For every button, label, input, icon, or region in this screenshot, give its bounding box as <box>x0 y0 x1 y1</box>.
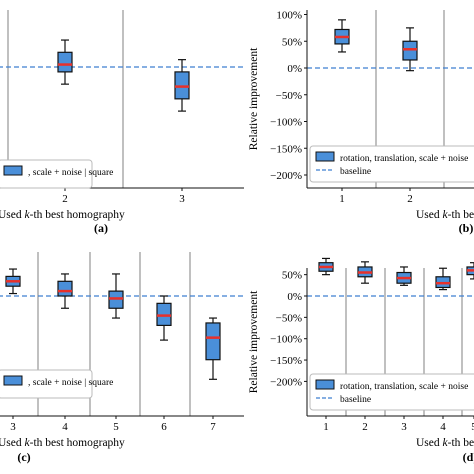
y-tick-label: −50% <box>276 90 302 102</box>
box-4 <box>57 273 73 309</box>
box-1 <box>334 19 350 53</box>
y-tick-label: 0% <box>287 291 302 303</box>
x-axis-label: Used k-th be <box>416 437 474 449</box>
y-tick-label: −50% <box>276 312 302 324</box>
box-3 <box>5 268 21 295</box>
chart-panel-4: 50% 0% −50% −100% −150% −200% 1 2 3 4 5 Used k-th b… <box>248 257 474 464</box>
box-iqr <box>205 322 221 361</box>
box-iqr <box>57 280 73 297</box>
box-2 <box>402 27 418 72</box>
legend-label: , scale + noise | square <box>28 168 113 178</box>
legend-frame <box>0 369 93 399</box>
x-axis-label: Used k-th be <box>416 209 474 221</box>
box-iqr <box>57 51 73 73</box>
box-3 <box>174 59 190 112</box>
legend: , scale + noise | square <box>0 159 113 189</box>
x-tick-label: 2 <box>407 193 413 205</box>
y-tick-label: 50% <box>282 270 302 282</box>
x-axis-label: Used k-th best homography <box>0 209 125 221</box>
x-tick-label: 3 <box>179 193 185 205</box>
legend-frame <box>309 373 474 411</box>
y-tick-label: 100% <box>276 10 302 22</box>
box-iqr <box>402 40 418 61</box>
legend-label: , scale + noise | square <box>28 378 113 388</box>
x-axis-label: Used k-th best homography <box>0 437 125 449</box>
y-tick-label: 50% <box>282 36 302 48</box>
legend: rotation, translation, scale + noise base… <box>309 373 474 411</box>
x-tick-label: 1 <box>339 193 345 205</box>
y-tick-label: −200% <box>270 170 302 182</box>
panel-label: (b) <box>459 221 474 235</box>
chart-panel-3: 3 4 5 6 7 Used k-th best homography(c) , scale… <box>0 252 244 464</box>
box-5 <box>466 262 474 280</box>
x-tick-label: 2 <box>62 193 68 205</box>
x-tick-label: 4 <box>62 421 68 433</box>
legend: rotation, translation, scale + noise base… <box>309 145 474 183</box>
legend-label: baseline <box>340 167 371 177</box>
box-2 <box>57 39 73 85</box>
legend-box-swatch <box>315 379 335 390</box>
legend: , scale + noise | square <box>0 369 113 399</box>
legend-frame <box>0 159 93 189</box>
legend-box-swatch <box>3 375 23 386</box>
legend-box-swatch <box>3 165 23 176</box>
y-axis-label: Relative improvement <box>248 290 260 393</box>
box-6 <box>156 295 172 341</box>
panel-label: (c) <box>17 450 30 464</box>
box-3 <box>396 266 412 286</box>
y-axis-label: Relative improvement <box>248 47 260 150</box>
box-7 <box>205 317 221 380</box>
legend-box-swatch <box>315 151 335 162</box>
x-tick-label: 1 <box>323 421 329 433</box>
y-tick-label: −100% <box>270 334 302 346</box>
x-tick-label: 5 <box>471 421 474 433</box>
y-tick-label: −100% <box>270 117 302 129</box>
legend-frame <box>309 145 474 183</box>
box-1 <box>318 257 334 276</box>
x-tick-label: 6 <box>161 421 167 433</box>
x-tick-label: 5 <box>113 421 119 433</box>
x-tick-label: 7 <box>210 421 216 433</box>
box-2 <box>357 261 373 284</box>
x-tick-label: 2 <box>362 421 368 433</box>
y-tick-label: −200% <box>270 376 302 388</box>
chart-panel-1: 2 3 Used k-th best homography(a) , scale + … <box>0 10 244 235</box>
panel-label: (d) <box>463 450 474 464</box>
box-5 <box>108 273 124 319</box>
legend-label: rotation, translation, scale + noise <box>340 382 468 392</box>
panel-label: (a) <box>94 221 108 235</box>
legend-label: rotation, translation, scale + noise <box>340 154 468 164</box>
y-tick-label: −150% <box>270 355 302 367</box>
box-4 <box>435 267 451 291</box>
x-tick-label: 4 <box>440 421 446 433</box>
y-tick-label: 0% <box>287 63 302 75</box>
x-tick-label: 3 <box>10 421 16 433</box>
y-tick-label: −150% <box>270 143 302 155</box>
legend-label: baseline <box>340 395 371 405</box>
x-tick-label: 3 <box>401 421 407 433</box>
